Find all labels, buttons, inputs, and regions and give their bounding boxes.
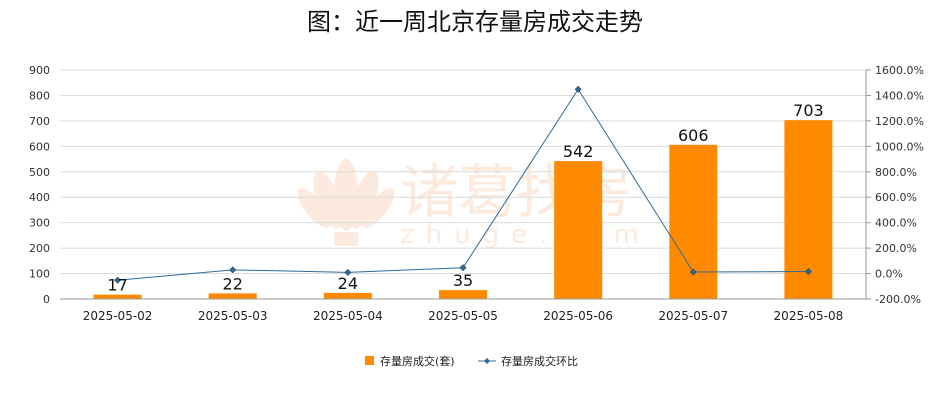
- y-right-tick-label: -200.0%: [875, 293, 921, 306]
- x-tick-label: 2025-05-07: [658, 309, 728, 323]
- legend-swatch-marker: [484, 358, 490, 364]
- chart-title: 图：近一周北京存量房成交走势: [307, 8, 643, 36]
- bar-data-label: 35: [453, 271, 473, 290]
- y-right-tick-label: 600.0%: [875, 191, 917, 204]
- y-left-tick-label: 100: [29, 268, 50, 281]
- legend-swatch-bar: [365, 356, 374, 365]
- y-right-tick-label: 800.0%: [875, 166, 917, 179]
- bar-data-label: 606: [678, 126, 709, 145]
- y-right-tick-label: 1600.0%: [875, 64, 924, 77]
- legend-label-bar: 存量房成交(套): [380, 354, 455, 368]
- x-tick-label: 2025-05-06: [543, 309, 613, 323]
- line-point: [805, 268, 812, 275]
- line-point: [229, 266, 237, 274]
- y-right-tick-label: 1000.0%: [875, 140, 924, 153]
- line-point: [459, 264, 467, 272]
- y-right-tick-label: 1400.0%: [875, 89, 924, 102]
- y-right-tick-label: 1200.0%: [875, 115, 924, 128]
- bar-data-label: 22: [223, 274, 243, 293]
- y-left-tick-label: 700: [29, 115, 50, 128]
- bar: [554, 161, 603, 299]
- y-axis-right: -200.0% 0.0% 200.0% 400.0% 600.0% 800.0% 1000.…: [865, 64, 924, 306]
- line-point: [114, 276, 121, 284]
- bar: [669, 144, 718, 299]
- x-tick-label: 2025-05-03: [198, 309, 268, 323]
- x-tick-label: 2025-05-08: [774, 309, 844, 323]
- bar-data-label: 703: [793, 101, 824, 120]
- y-right-tick-label: 400.0%: [875, 217, 917, 230]
- x-tick-label: 2025-05-04: [313, 309, 383, 323]
- bar: [208, 293, 257, 299]
- legend-label-line: 存量房成交环比: [501, 354, 578, 368]
- x-tick-label: 2025-05-05: [428, 309, 498, 323]
- y-left-tick-label: 800: [29, 89, 50, 102]
- data-labels: 17 22 24 35 542 606 703: [107, 101, 823, 295]
- bar: [439, 290, 487, 299]
- bar-data-label: 542: [563, 142, 594, 161]
- x-tick-label: 2025-05-02: [83, 309, 153, 323]
- y-left-tick-label: 600: [29, 140, 50, 153]
- y-left-tick-label: 0: [43, 293, 50, 306]
- line-point: [574, 85, 582, 93]
- line-point: [344, 268, 352, 276]
- y-left-tick-label: 400: [29, 191, 50, 204]
- line-point: [689, 268, 697, 276]
- y-left-tick-label: 300: [29, 217, 50, 230]
- bar-data-label: 24: [338, 274, 358, 293]
- y-axis-left: 0 100 200 300 400 500 600 700 800 900: [29, 64, 50, 306]
- y-right-tick-label: 200.0%: [875, 242, 917, 255]
- watermark-logo: [297, 159, 395, 246]
- bar: [323, 292, 372, 299]
- y-right-tick-label: 0.0%: [875, 268, 903, 281]
- y-left-tick-label: 900: [29, 64, 50, 77]
- x-axis: 2025-05-02 2025-05-03 2025-05-04 2025-05-05…: [60, 298, 866, 323]
- bar-data-label: 17: [107, 276, 127, 295]
- y-left-tick-label: 200: [29, 242, 50, 255]
- bar: [93, 294, 142, 299]
- line-series: [114, 85, 812, 284]
- watermark-domain: zhuge.com: [400, 220, 651, 250]
- y-left-tick-label: 500: [29, 166, 50, 179]
- legend: 存量房成交(套) 存量房成交环比: [365, 354, 578, 368]
